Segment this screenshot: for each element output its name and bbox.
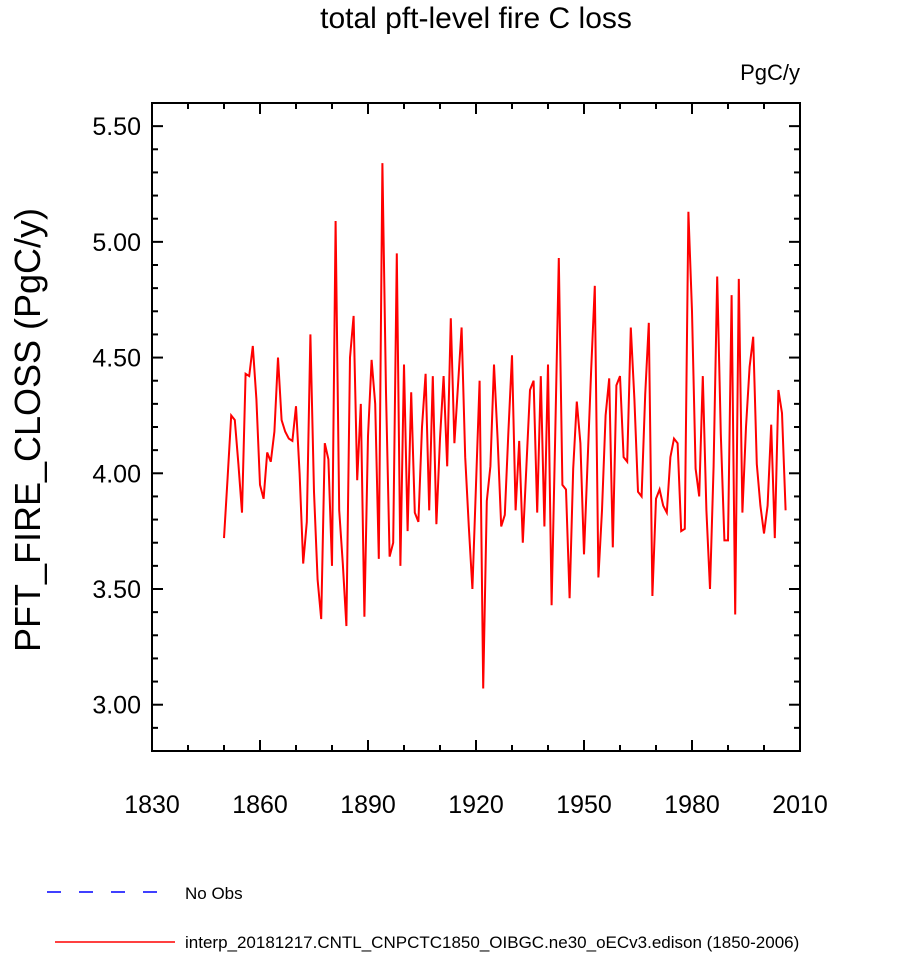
y-tick-label: 4.50 [92,345,141,373]
x-tick-label: 1860 [232,791,288,819]
y-axis-tick-labels: 3.00 3.50 4.00 4.50 5.00 5.50 [92,113,141,720]
series-layer [223,163,787,689]
x-tick-label: 1890 [340,791,396,819]
x-tick-label: 1920 [448,791,504,819]
y-tick-label: 5.00 [92,229,141,257]
y-axis-ticks [152,102,800,752]
chart-title: total pft-level fire C loss [320,2,632,35]
y-tick-label: 3.50 [92,576,141,604]
series-line-1 [223,163,787,689]
y-tick-label: 5.50 [92,113,141,141]
x-axis-tick-labels: 1830 1860 1890 1920 1950 1980 2010 [124,791,828,819]
x-tick-label: 1830 [124,791,180,819]
x-axis-ticks [151,103,801,751]
x-tick-label: 1950 [556,791,612,819]
legend-label-model: interp_20181217.CNTL_CNPCTC1850_OIBGC.ne… [185,933,799,952]
legend-label-no-obs: No Obs [185,884,243,903]
y-tick-label: 4.00 [92,460,141,488]
legend: No Obs interp_20181217.CNTL_CNPCTC1850_O… [47,884,799,952]
y-axis-label: PFT_FIRE_CLOSS (PgC/y) [7,208,48,652]
x-tick-label: 1980 [664,791,720,819]
units-label: PgC/y [740,60,800,85]
x-tick-label: 2010 [772,791,828,819]
plot-frame [151,102,801,752]
y-tick-label: 3.00 [92,692,141,720]
